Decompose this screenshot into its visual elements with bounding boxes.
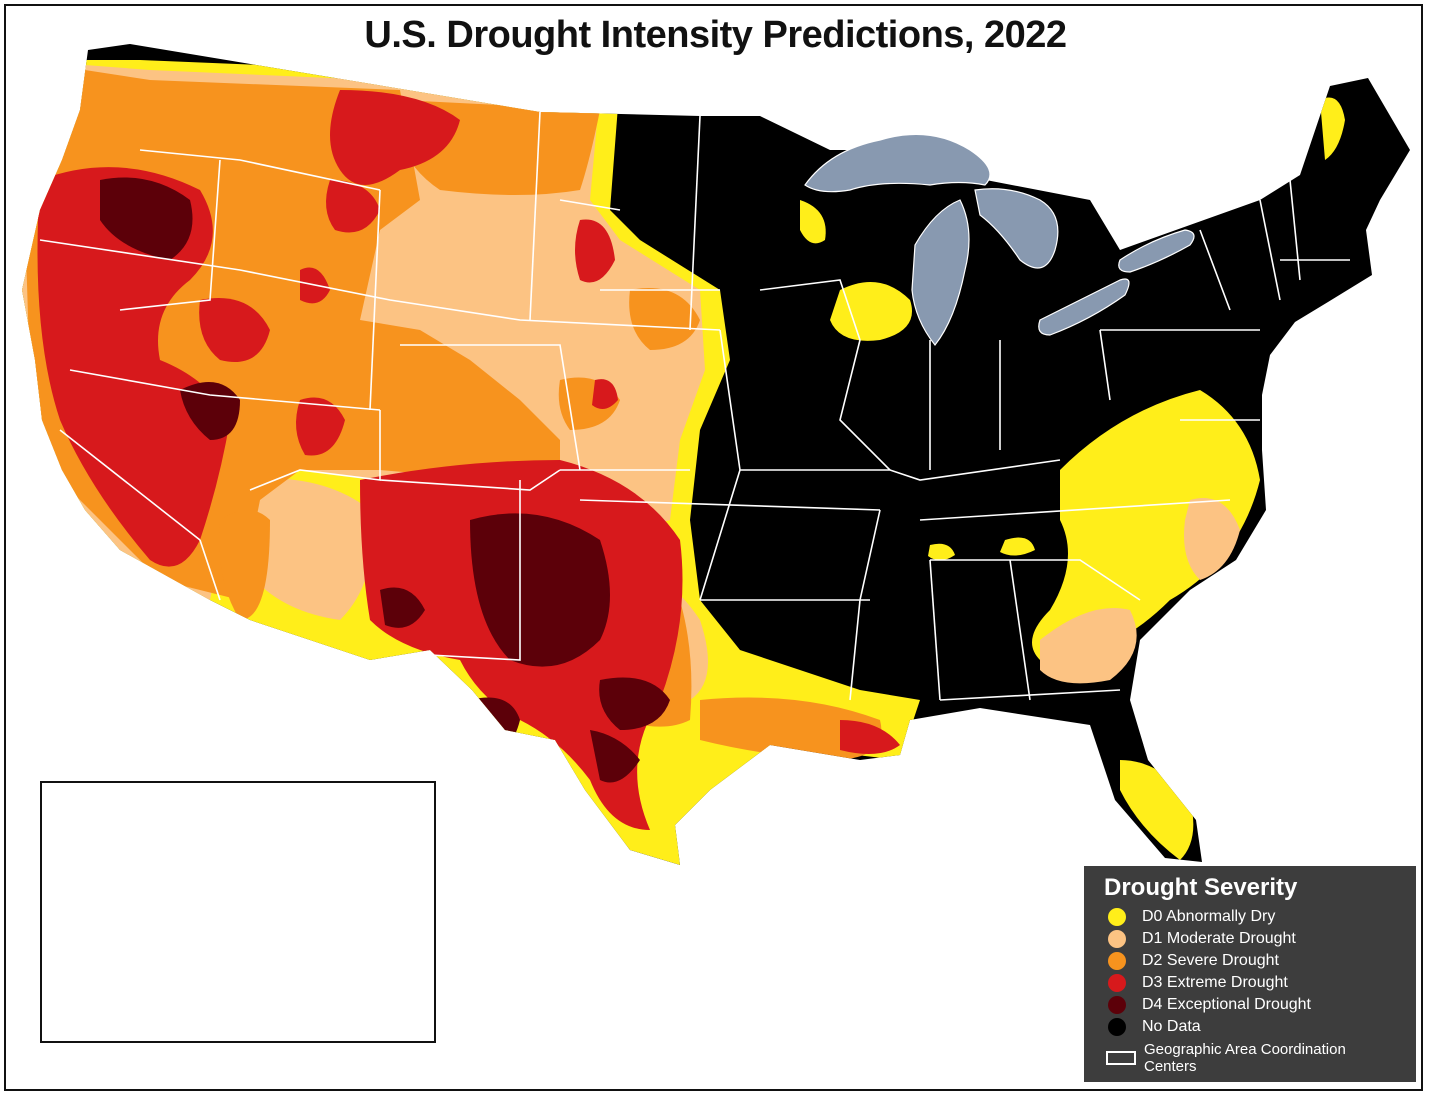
legend: Drought Severity D0 Abnormally Dry D1 Mo… xyxy=(1084,866,1416,1082)
legend-swatch-d1 xyxy=(1108,930,1126,948)
legend-label-d4: D4 Exceptional Drought xyxy=(1142,996,1311,1013)
legend-label-d3: D3 Extreme Drought xyxy=(1142,974,1288,991)
legend-item-d4: D4 Exceptional Drought xyxy=(1102,994,1398,1016)
legend-label-d2: D2 Severe Drought xyxy=(1142,952,1279,969)
gacc-boundary-icon xyxy=(1106,1051,1136,1065)
legend-item-d0: D0 Abnormally Dry xyxy=(1102,906,1398,928)
legend-item-d3: D3 Extreme Drought xyxy=(1102,972,1398,994)
legend-title: Drought Severity xyxy=(1104,874,1298,901)
legend-swatch-d0 xyxy=(1108,908,1126,926)
hawaii-inset-box xyxy=(40,781,436,1043)
legend-swatch-no-data xyxy=(1108,1018,1126,1036)
legend-item-d1: D1 Moderate Drought xyxy=(1102,928,1398,950)
legend-swatch-d4 xyxy=(1108,996,1126,1014)
legend-item-d2: D2 Severe Drought xyxy=(1102,950,1398,972)
legend-label-gacc: Geographic Area Coordination Centers xyxy=(1144,1041,1346,1075)
legend-label-d1: D1 Moderate Drought xyxy=(1142,930,1296,947)
legend-item-gacc: Geographic Area Coordination Centers xyxy=(1102,1041,1398,1075)
legend-label-no-data: No Data xyxy=(1142,1018,1201,1035)
legend-item-no-data: No Data xyxy=(1102,1016,1398,1038)
legend-swatch-d2 xyxy=(1108,952,1126,970)
map-title: U.S. Drought Intensity Predictions, 2022 xyxy=(364,14,1067,56)
state-boundaries xyxy=(39,111,1350,701)
legend-label-d0: D0 Abnormally Dry xyxy=(1142,908,1276,925)
great-lakes xyxy=(804,133,1195,346)
legend-swatch-d3 xyxy=(1108,974,1126,992)
